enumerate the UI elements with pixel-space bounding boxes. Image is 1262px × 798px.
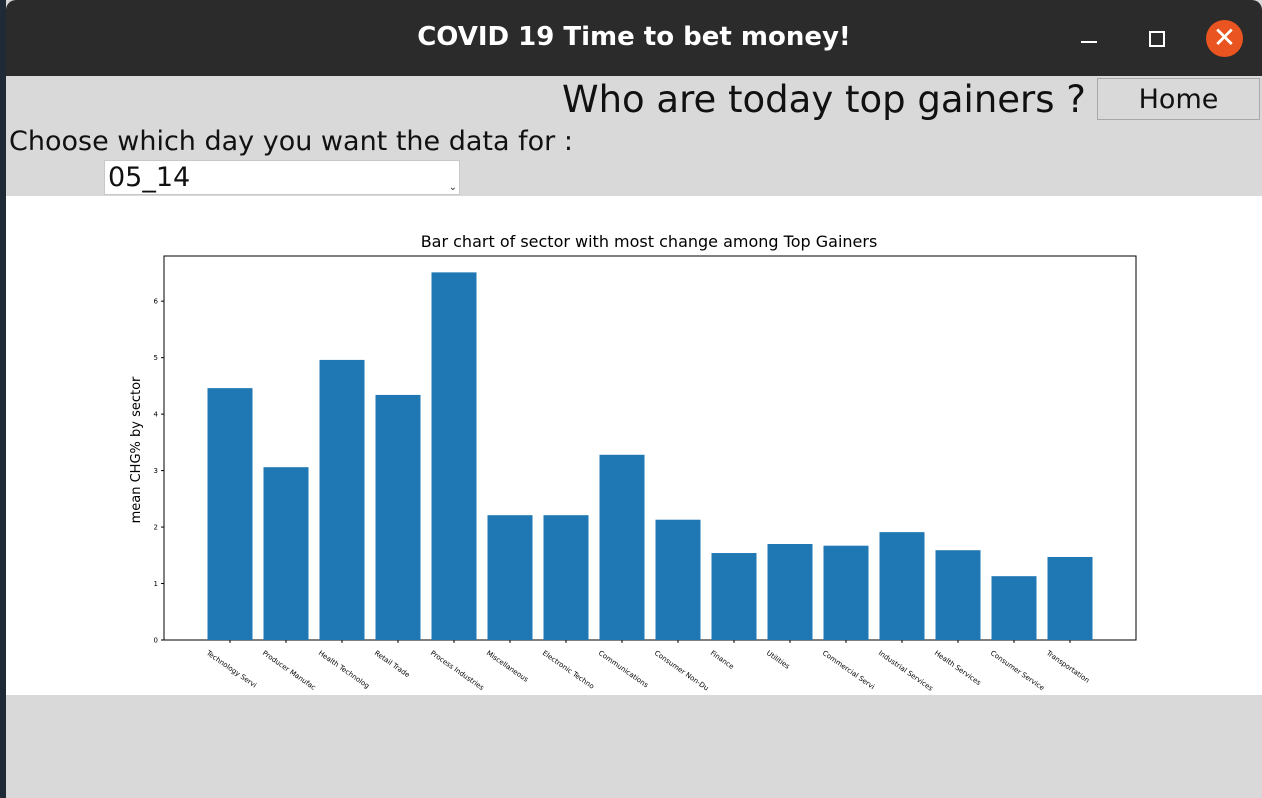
bar [487,515,533,640]
y-tick-label: 0 [154,637,158,645]
close-icon: ✕ [1212,21,1237,54]
bar [655,519,701,640]
bar [207,388,253,640]
x-tick-label: Process Industries [429,649,486,692]
chart-title: Bar chart of sector with most change amo… [421,232,878,251]
home-button[interactable]: Home [1097,78,1260,120]
y-axis-label: mean CHG% by sector [129,376,144,523]
x-tick-label: Industrial Services [877,649,935,693]
x-tick-label: Consumer Service [989,649,1046,692]
day-select[interactable]: 05_14 ⌄ [104,160,460,195]
day-select-value: 05_14 [108,162,191,193]
x-tick-label: Commercial Servi [821,649,876,691]
maximize-button[interactable] [1144,26,1170,52]
x-tick-label: Miscellaneous [485,649,530,684]
dropdown-arrow-icon: ⌄ [448,182,457,193]
bar-chart: Bar chart of sector with most change amo… [129,232,1137,693]
x-tick-label: Finance [709,649,736,671]
bar [1047,556,1093,640]
x-tick-label: Electronic Techno [541,649,596,691]
x-tick-label: Technology Servi [204,649,258,690]
minimize-icon [1081,41,1097,43]
plot-area: Bar chart of sector with most change amo… [6,196,1262,695]
y-tick-label: 4 [154,411,159,419]
page-heading: Who are today top gainers ? [562,78,1086,121]
close-button[interactable]: ✕ [1206,20,1243,57]
title-bar: COVID 19 Time to bet money! ✕ [6,0,1262,76]
y-tick-label: 2 [154,524,158,532]
x-tick-label: Transportation [1044,649,1091,685]
x-tick-label: Consumer Non-Du [653,649,710,692]
bar [991,576,1037,640]
x-tick-label: Utilities [765,649,791,671]
bar [823,545,869,640]
x-tick-label: Health Technolog [317,649,371,690]
bar [319,359,365,640]
x-tick-label: Health Services [933,649,983,687]
bar [879,532,925,640]
minimize-button[interactable] [1076,26,1102,52]
bar [935,550,981,640]
bar [263,467,309,640]
plot-frame [163,255,1137,641]
x-tick-label: Retail Trade [373,649,411,679]
bar [375,394,421,640]
maximize-icon [1149,31,1165,47]
bar [767,544,813,640]
bar [543,515,589,640]
x-tick-label: Communications [597,649,650,689]
y-tick-label: 3 [154,467,158,475]
bar [711,553,757,640]
y-tick-label: 1 [154,580,158,588]
day-prompt-label: Choose which day you want the data for : [9,126,573,157]
bar [431,272,477,640]
y-tick-label: 6 [154,298,159,306]
x-tick-label: Producer Manufac [261,649,317,692]
window-title: COVID 19 Time to bet money! [417,22,851,52]
bar [599,454,645,640]
app-window: COVID 19 Time to bet money! ✕ Who are to… [6,0,1262,798]
y-tick-label: 5 [154,354,158,362]
